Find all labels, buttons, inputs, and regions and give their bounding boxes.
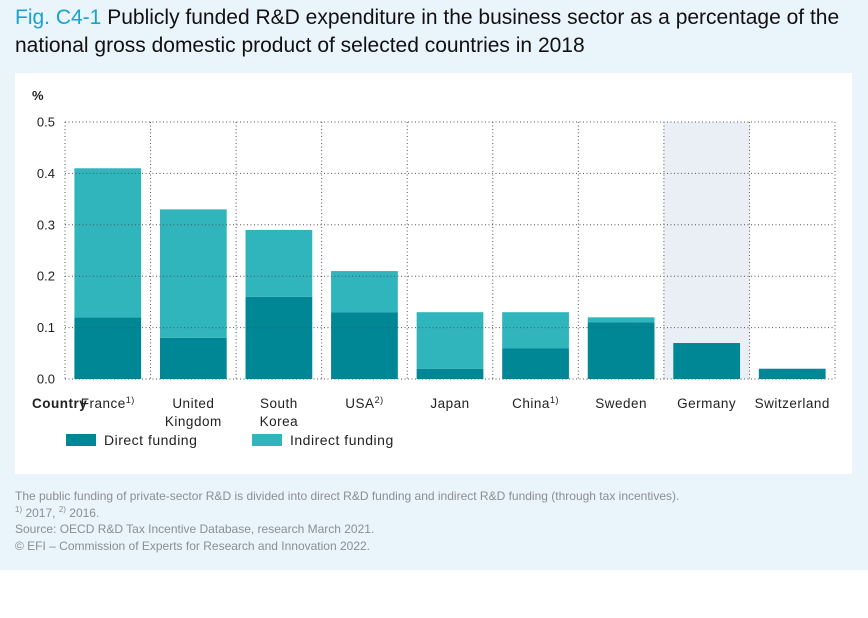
bar-indirect bbox=[159, 209, 227, 338]
bar-direct bbox=[502, 348, 569, 379]
figure-label: Fig. C4-1 bbox=[15, 6, 102, 29]
figure-notes: The public funding of private-sector R&D… bbox=[15, 488, 679, 554]
bar-indirect bbox=[74, 168, 142, 318]
x-tick-label: USA2) bbox=[345, 395, 383, 411]
footnote-marker: 1) bbox=[550, 395, 559, 405]
x-tick-label: South bbox=[260, 396, 298, 411]
y-tick-label: 0.2 bbox=[37, 269, 55, 284]
bar-indirect bbox=[416, 312, 484, 369]
x-tick-label: France1) bbox=[81, 395, 135, 411]
legend-label: Direct funding bbox=[104, 432, 197, 448]
bar-direct bbox=[245, 296, 313, 379]
note-copyright: © EFI – Commission of Experts for Resear… bbox=[15, 538, 371, 553]
chart-card: 0.0 0.1 0.2 0.3 0.4 0.5% France1) United Kingdom… bbox=[15, 73, 852, 474]
highlight-column bbox=[663, 122, 750, 379]
legend-label: Indirect funding bbox=[290, 432, 394, 448]
legend-item-direct: Direct funding bbox=[66, 432, 197, 448]
y-axis-label: % bbox=[32, 88, 44, 103]
bar-indirect bbox=[587, 317, 655, 323]
bar-direct bbox=[159, 337, 227, 379]
y-tick-label: 0.1 bbox=[37, 320, 55, 335]
footnote-marker: 1) bbox=[126, 395, 135, 405]
footnote-1-text: 2017, bbox=[22, 505, 59, 520]
note-footnotes: 1) 2017, 2) 2016. bbox=[15, 505, 679, 522]
bar-direct bbox=[331, 312, 398, 379]
bar-direct bbox=[587, 322, 655, 379]
figure-title: Fig. C4-1 Publicly funded R&D expenditur… bbox=[15, 4, 860, 60]
bar-direct bbox=[74, 317, 142, 379]
bar-indirect bbox=[331, 271, 398, 313]
x-tick-label: Korea bbox=[260, 414, 299, 429]
bar-indirect bbox=[502, 312, 569, 349]
y-tick-label: 0.4 bbox=[37, 166, 55, 181]
footnote-2-text: 2016. bbox=[65, 505, 100, 520]
figure-panel: Fig. C4-1 Publicly funded R&D expenditur… bbox=[0, 0, 868, 570]
bar-direct bbox=[673, 343, 741, 379]
y-tick-label: 0.3 bbox=[37, 217, 55, 232]
x-tick-label: Switzerland bbox=[755, 396, 830, 411]
x-tick-label: China1) bbox=[512, 395, 559, 411]
legend-swatch bbox=[252, 434, 282, 446]
footnote-2-mark: 2) bbox=[58, 504, 66, 514]
legend-swatch bbox=[66, 434, 96, 446]
x-tick-label: Sweden bbox=[595, 396, 647, 411]
note-description: The public funding of private-sector R&D… bbox=[15, 489, 680, 503]
y-tick-label: 0.0 bbox=[37, 372, 55, 387]
stacked-bar-chart: 0.0 0.1 0.2 0.3 0.4 0.5% France1) United Kingdom… bbox=[32, 88, 836, 448]
x-tick-label: Germany bbox=[677, 396, 736, 411]
footnote-1-mark: 1) bbox=[15, 504, 23, 514]
x-tick-label: Japan bbox=[430, 396, 469, 411]
bar-indirect bbox=[245, 229, 313, 297]
footnote-marker: 2) bbox=[375, 395, 384, 405]
x-tick-label: Kingdom bbox=[165, 414, 222, 429]
x-axis-label: Country bbox=[32, 396, 87, 411]
legend-item-indirect: Indirect funding bbox=[252, 432, 394, 448]
bar-direct bbox=[416, 368, 484, 379]
x-tick-label: United bbox=[172, 396, 214, 411]
figure-title-text: Publicly funded R&D expenditure in the b… bbox=[15, 6, 840, 57]
y-tick-label: 0.5 bbox=[37, 115, 55, 130]
bar-direct bbox=[758, 368, 826, 379]
note-source: Source: OECD R&D Tax Incentive Database,… bbox=[15, 522, 375, 536]
